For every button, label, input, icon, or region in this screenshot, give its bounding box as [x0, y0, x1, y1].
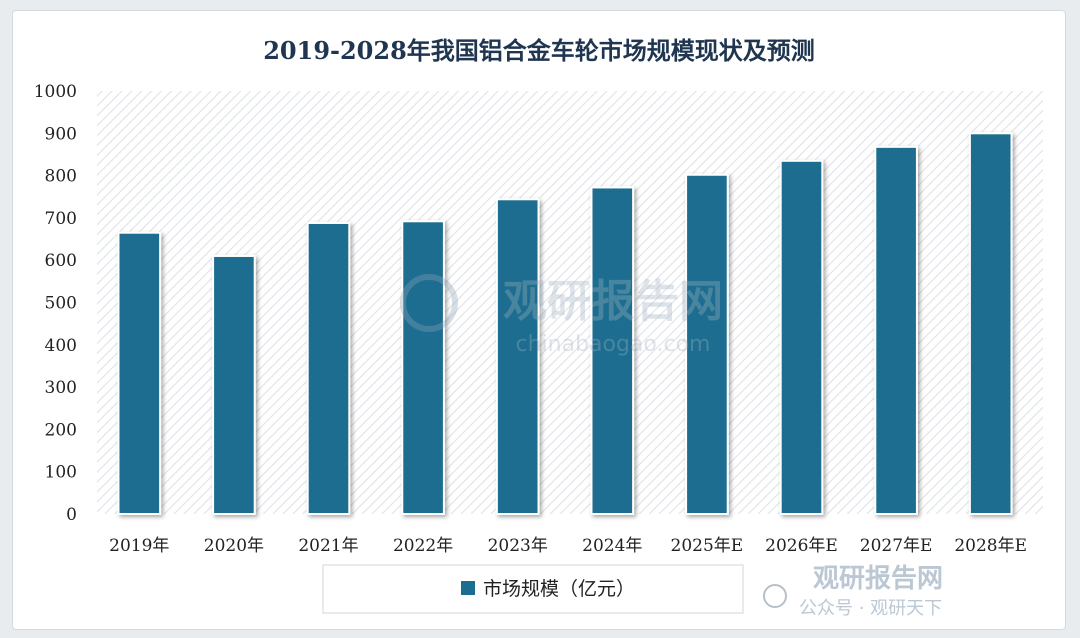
y-tick-label: 700	[45, 209, 77, 229]
y-tick-label: 200	[45, 420, 77, 440]
chart-svg: 2019-2028年我国铝合金车轮市场规模现状及预测 0 100 200 300 400…	[34, 36, 1043, 619]
x-tick-label: 2023年	[488, 536, 548, 556]
bar	[495, 198, 540, 515]
bar	[117, 231, 162, 516]
bar	[874, 145, 918, 515]
y-tick-label: 500	[45, 294, 77, 314]
legend-label: 市场规模（亿元）	[483, 578, 635, 600]
x-tick-label: 2019年	[109, 536, 169, 556]
y-tick-label: 300	[45, 378, 77, 398]
bar	[401, 220, 445, 515]
chart-title: 2019-2028年我国铝合金车轮市场规模现状及预测	[263, 36, 815, 65]
watermark-domain: chinabaogao.com	[516, 332, 711, 357]
x-tick-label: 2028年E	[954, 536, 1027, 556]
y-axis-ticks: 0 100 200 300 400 500 600 700 800 900 1000	[34, 82, 77, 525]
x-tick-label: 2027年E	[860, 536, 933, 556]
x-tick-label: 2024年	[582, 536, 642, 556]
corner-label: 公众号 · 观研天下	[799, 598, 942, 619]
bar	[968, 132, 1013, 516]
bar	[212, 254, 256, 515]
y-tick-label: 400	[45, 336, 77, 356]
corner-brand: 观研报告网	[813, 563, 943, 594]
x-tick-label: 2026年E	[765, 536, 838, 556]
x-tick-label: 2020年	[204, 536, 264, 556]
wechat-icon	[763, 584, 787, 608]
bar	[779, 159, 824, 515]
bar	[685, 173, 729, 515]
x-axis-labels: 2019年 2020年 2021年 2022年 2023年 2024年 2025年E 2026…	[109, 536, 1027, 556]
legend-box	[322, 564, 744, 614]
x-tick-label: 2022年	[393, 536, 453, 556]
watermark-logo-icon	[400, 274, 458, 332]
x-tick-label: 2021年	[298, 536, 358, 556]
bar	[590, 186, 635, 515]
center-watermark: 观研报告网 chinabaogao.com	[400, 274, 723, 357]
y-tick-label: 900	[45, 124, 77, 144]
y-tick-label: 1000	[34, 82, 77, 102]
y-tick-label: 600	[45, 251, 77, 271]
y-tick-label: 800	[45, 167, 77, 187]
y-tick-label: 100	[45, 463, 77, 483]
bar	[306, 221, 351, 515]
y-tick-label: 0	[66, 505, 77, 525]
legend-swatch	[461, 581, 475, 595]
corner-watermark: 观研报告网 公众号 · 观研天下	[763, 563, 943, 619]
bars	[117, 132, 1013, 516]
x-tick-label: 2025年E	[671, 536, 744, 556]
chart-card: 2019-2028年我国铝合金车轮市场规模现状及预测 0 100 200 300 400…	[12, 10, 1066, 630]
watermark-brand: 观研报告网	[503, 276, 723, 327]
